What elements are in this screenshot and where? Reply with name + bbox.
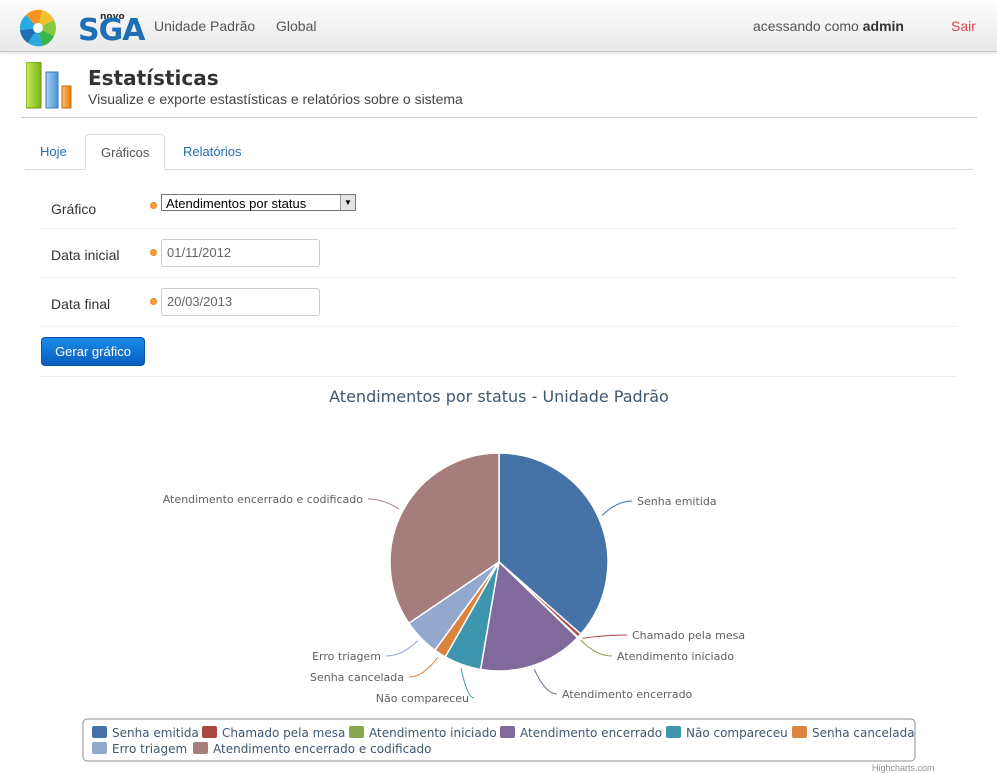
legend-item-senha-cancelada[interactable]: Senha cancelada bbox=[792, 726, 915, 740]
required-indicator bbox=[150, 249, 157, 256]
gerar-grafico-button[interactable]: Gerar gráfico bbox=[41, 337, 145, 366]
pie-slice-atendimento-encerrado-e-codificado[interactable] bbox=[389, 452, 500, 625]
page-title: Estatísticas bbox=[88, 66, 219, 90]
data-final-label: Data final bbox=[51, 296, 111, 312]
tab-hoje[interactable]: Hoje bbox=[40, 144, 67, 159]
chart-title: Atendimentos por status - Unidade Padrão bbox=[329, 387, 669, 406]
form-row-data-final: Data final bbox=[40, 278, 956, 327]
legend-label: Atendimento encerrado e codificado bbox=[213, 742, 432, 756]
pie-label-atendimento-encerrado: Atendimento encerrado bbox=[562, 688, 693, 701]
legend-swatch bbox=[193, 742, 208, 754]
chart-legend-box bbox=[82, 718, 916, 762]
tab-graficos[interactable]: Gráficos bbox=[85, 134, 166, 170]
pie-connector-chamado-pela-mesa bbox=[582, 634, 628, 639]
grafico-select[interactable]: Atendimentos por status ▼ bbox=[161, 194, 356, 211]
legend-swatch bbox=[792, 726, 807, 738]
legend-label: Atendimento iniciado bbox=[369, 726, 497, 740]
pie-connector-atendimento-iniciado bbox=[580, 639, 613, 657]
user-prefix: acessando como bbox=[753, 18, 859, 34]
logo-sga-text: SGA bbox=[78, 13, 145, 48]
legend-swatch bbox=[92, 726, 107, 738]
pie-slice-senha-emitida[interactable] bbox=[498, 452, 609, 636]
sga-logo[interactable]: novo SGA bbox=[18, 6, 145, 47]
pie-slice-atendimento-encerrado[interactable] bbox=[479, 560, 579, 672]
data-inicial-input[interactable]: 01/11/2012 bbox=[161, 239, 320, 267]
legend-swatch bbox=[500, 726, 515, 738]
top-navbar: novo SGA Unidade Padrão Global acessando… bbox=[0, 0, 997, 52]
legend-label: Senha emitida bbox=[112, 726, 199, 740]
pie-label-senha-cancelada: Senha cancelada bbox=[310, 671, 404, 684]
form-divider bbox=[40, 376, 956, 377]
legend-swatch bbox=[666, 726, 681, 738]
legend-swatch bbox=[349, 726, 364, 738]
header-divider bbox=[21, 117, 977, 118]
legend-item-senha-emitida[interactable]: Senha emitida bbox=[92, 726, 199, 740]
pie-label-erro-triagem: Erro triagem bbox=[312, 650, 381, 663]
pinwheel-logo-icon bbox=[19, 9, 56, 47]
pie-label-nao-compareceu: Não compareceu bbox=[376, 692, 469, 705]
dropdown-arrow-icon: ▼ bbox=[340, 195, 355, 210]
form-row-data-inicial: Data inicial bbox=[40, 229, 956, 278]
nav-global[interactable]: Global bbox=[276, 18, 317, 34]
logo-novo-text: novo bbox=[100, 12, 125, 22]
pie-connector-atendimento-encerrado-e-codificado bbox=[367, 498, 400, 510]
pie-label-chamado-pela-mesa: Chamado pela mesa bbox=[632, 629, 745, 642]
data-final-input[interactable]: 20/03/2013 bbox=[161, 288, 320, 316]
tab-relatorios[interactable]: Relatórios bbox=[183, 144, 242, 159]
legend-label: Não compareceu bbox=[686, 726, 788, 740]
legend-item-atendimento-iniciado[interactable]: Atendimento iniciado bbox=[349, 726, 497, 740]
pie-label-atendimento-encerrado-e-codificado: Atendimento encerrado e codificado bbox=[163, 493, 364, 506]
logout-link[interactable]: Sair bbox=[951, 18, 976, 34]
pie-connector-atendimento-encerrado bbox=[533, 669, 558, 695]
required-indicator bbox=[150, 298, 157, 305]
form-row-grafico: Gráfico bbox=[40, 180, 956, 229]
page-subtitle: Visualize e exporte estastísticas e rela… bbox=[88, 91, 463, 107]
legend-item-erro-triagem[interactable]: Erro triagem bbox=[92, 742, 187, 756]
user-name: admin bbox=[862, 18, 904, 34]
pie-chart: Atendimentos por status - Unidade Padrão… bbox=[82, 387, 916, 762]
pie-connector-erro-triagem bbox=[385, 640, 419, 657]
highcharts-credits[interactable]: Highcharts.com bbox=[872, 763, 935, 773]
legend-item-atendimento-encerrado-e-codificado[interactable]: Atendimento encerrado e codificado bbox=[193, 742, 432, 756]
legend-label: Senha cancelada bbox=[812, 726, 915, 740]
pie-connector-nao-compareceu bbox=[460, 668, 475, 699]
pie-connector-senha-cancelada bbox=[408, 656, 439, 678]
legend-label: Chamado pela mesa bbox=[222, 726, 345, 740]
grafico-label: Gráfico bbox=[51, 201, 97, 217]
legend-item-nao-compareceu[interactable]: Não compareceu bbox=[666, 726, 788, 740]
tabs-baseline bbox=[25, 169, 973, 170]
pie-label-atendimento-iniciado: Atendimento iniciado bbox=[617, 650, 734, 663]
required-indicator bbox=[150, 202, 157, 209]
legend-label: Atendimento encerrado bbox=[520, 726, 662, 740]
data-inicial-label: Data inicial bbox=[51, 247, 120, 263]
legend-label: Erro triagem bbox=[112, 742, 187, 756]
legend-swatch bbox=[92, 742, 107, 754]
legend-swatch bbox=[202, 726, 217, 738]
user-info: acessando como admin bbox=[753, 18, 904, 34]
legend-item-chamado-pela-mesa[interactable]: Chamado pela mesa bbox=[202, 726, 345, 740]
pie-connector-senha-emitida bbox=[601, 500, 633, 516]
nav-unidade-padrao[interactable]: Unidade Padrão bbox=[154, 18, 256, 34]
pie-label-senha-emitida: Senha emitida bbox=[637, 495, 717, 508]
grafico-select-value: Atendimentos por status bbox=[166, 196, 307, 211]
legend-item-atendimento-encerrado[interactable]: Atendimento encerrado bbox=[500, 726, 662, 740]
bar-chart-icon bbox=[26, 62, 72, 109]
